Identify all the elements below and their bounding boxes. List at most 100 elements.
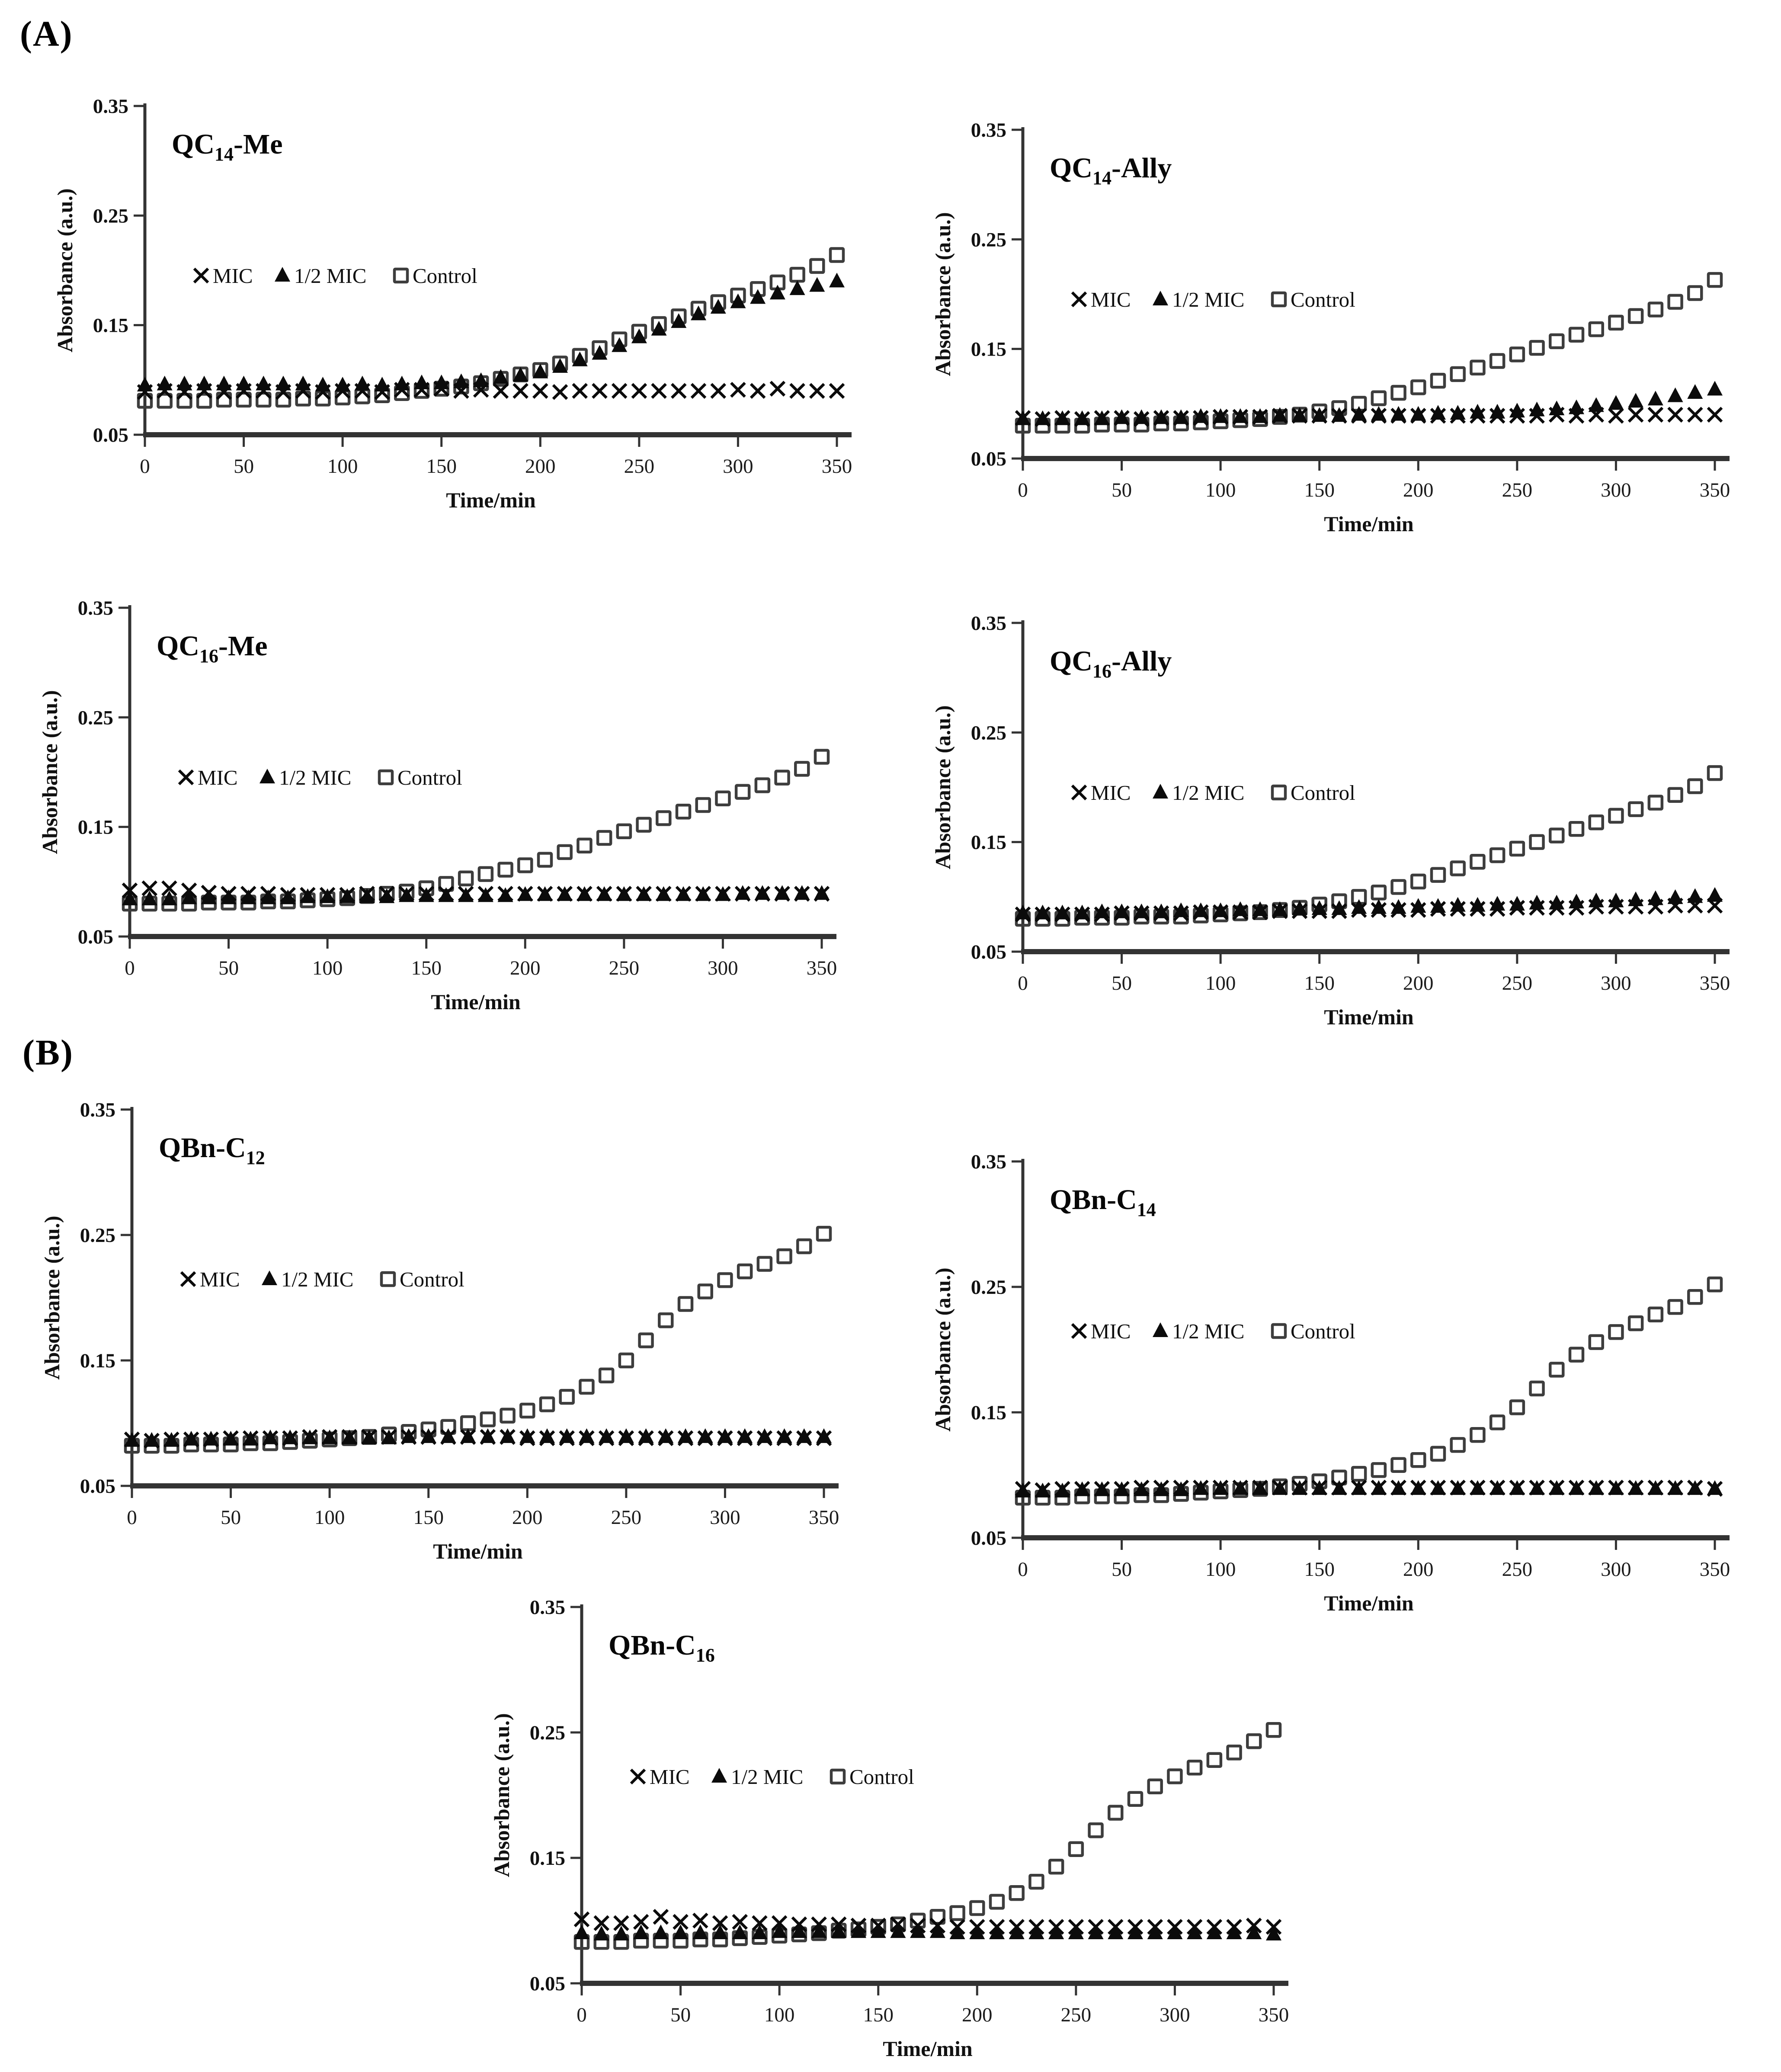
cross-marker-icon [1311,903,1328,919]
legend-label: MIC [1091,288,1131,311]
triangle-marker-icon [633,1924,649,1939]
cross-marker-icon [1450,901,1466,917]
cross-marker-icon [730,382,746,398]
triangle-marker-icon [737,1428,753,1443]
cross-marker-icon [420,1429,437,1445]
triangle-marker-icon [599,1428,615,1443]
x-tick-label: 50 [221,1506,241,1529]
cross-marker-icon [811,1916,827,1932]
y-tick-label: 0.05 [78,926,113,948]
cross-marker-icon [1371,1479,1387,1496]
square-marker-icon [1627,1315,1644,1331]
square-marker-icon [830,1768,846,1785]
square-marker-icon [675,803,692,820]
triangle-marker-icon [769,285,785,300]
y-tick-label: 0.35 [93,95,128,118]
y-tick-label: 0.25 [93,205,128,227]
triangle-marker-icon [1094,903,1110,918]
cross-marker-icon [354,383,371,399]
cross-marker-icon [929,1918,946,1934]
cross-marker-icon [458,885,474,902]
y-tick-label: 0.05 [971,448,1006,470]
cross-marker-icon [1054,906,1070,923]
square-marker-icon [1430,1446,1446,1462]
legend-label: MIC [198,766,238,789]
square-marker-icon [1608,1324,1624,1340]
cross-marker-icon [752,1915,768,1931]
triangle-marker-icon [772,1923,788,1938]
triangle-marker-icon [414,374,429,389]
triangle-marker-icon [374,377,390,391]
y-tick-label: 0.35 [971,1151,1006,1173]
cross-marker-icon [1390,902,1406,918]
triangle-marker-icon [1351,899,1367,914]
cross-marker-icon [579,1430,595,1447]
cross-marker-icon [1094,1481,1110,1497]
y-tick-label: 0.15 [78,816,113,839]
x-tick-label: 0 [1018,972,1028,994]
cross-marker-icon [163,1431,179,1447]
y-tick-label: 0.15 [80,1350,115,1372]
triangle-marker-icon [1173,902,1189,917]
square-marker-icon [776,1248,792,1264]
x-tick-label: 200 [510,957,541,979]
cross-marker-icon [181,882,197,898]
square-marker-icon [559,1389,575,1405]
triangle-marker-icon [1470,404,1486,419]
x-tick-label: 100 [327,455,358,478]
triangle-marker-icon [1153,903,1169,918]
cross-marker-icon [1608,898,1624,915]
y-tick-label: 0.05 [80,1475,115,1498]
y-axis-title: Absorbance (a.u.) [53,188,77,352]
triangle-marker-icon [618,1428,634,1443]
cross-marker-icon [1068,1919,1084,1935]
square-marker-icon [334,389,351,406]
cross-marker-icon [557,885,573,902]
square-marker-icon [737,1263,753,1280]
cross-marker-icon [715,885,731,902]
cross-marker-icon [176,384,192,400]
chart-qc16-me: 0.35 0.25 0.15 0.05 0 50 100 150 200 250 300 350 Abs… [38,597,837,1014]
cross-marker-icon [1048,1919,1064,1935]
square-marker-icon [1707,1276,1723,1293]
x-tick-label: 200 [1403,1558,1434,1581]
triangle-marker-icon [809,277,825,292]
cross-marker-icon [1232,409,1249,425]
cross-marker-icon [1107,1919,1124,1935]
triangle-marker-icon [1108,1924,1124,1939]
square-marker-icon [734,784,751,800]
legend-item-1-2-mic: 1/2 MIC [711,1765,803,1789]
cross-marker-icon [1647,407,1664,423]
square-marker-icon [1271,291,1287,308]
square-marker-icon [1430,867,1446,883]
triangle-marker-icon [789,280,805,295]
cross-marker-icon [275,384,291,400]
y-tick-label: 0.05 [971,1527,1006,1549]
cross-marker-icon [203,1431,219,1447]
cross-marker-icon [339,887,356,903]
square-marker-icon [1509,346,1525,362]
legend-label: 1/2 MIC [731,1765,803,1789]
square-marker-icon [636,817,652,833]
square-marker-icon [695,797,711,813]
x-tick-label: 100 [764,2004,795,2026]
square-marker-icon [137,393,153,409]
cross-marker-icon [141,880,158,896]
cross-marker-icon [631,383,647,399]
x-axis-title: Time/min [446,488,536,512]
square-marker-icon [1489,847,1506,863]
square-marker-icon [1667,294,1683,310]
cross-marker-icon [1667,898,1683,914]
triangle-marker-icon [1048,1924,1064,1939]
cross-marker-icon [236,383,252,399]
triangle-marker-icon [181,889,197,904]
y-tick-label: 0.15 [971,338,1006,361]
cross-marker-icon [1071,291,1087,308]
legend-label: 1/2 MIC [279,766,351,789]
y-axis-title: Absorbance (a.u.) [490,1713,514,1877]
triangle-marker-icon [137,377,153,391]
cross-marker-icon [1206,1919,1223,1935]
triangle-marker-icon [1015,904,1031,920]
x-axis-title: Time/min [1324,1005,1414,1029]
cross-marker-icon [497,885,513,902]
